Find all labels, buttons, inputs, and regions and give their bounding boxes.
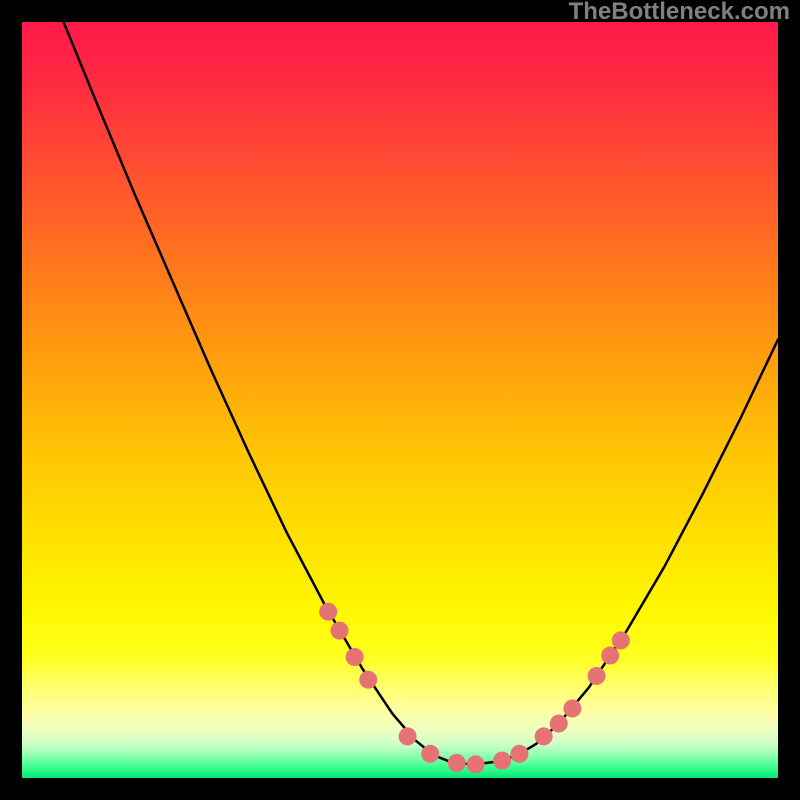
- chart-border: [11, 11, 789, 789]
- chart-container: TheBottleneck.com: [0, 0, 800, 800]
- watermark-text: TheBottleneck.com: [569, 0, 790, 26]
- border-svg: [0, 0, 800, 800]
